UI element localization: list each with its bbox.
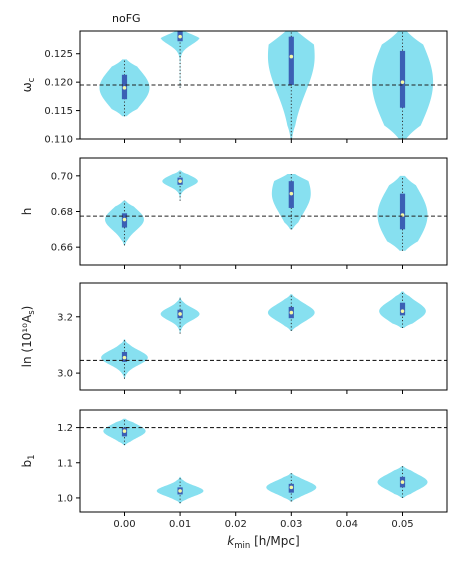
ytick-label-ln_10_10_As-0: 3.0	[57, 369, 73, 380]
median-b1-0	[122, 429, 127, 433]
xtick-label-3: 0.03	[280, 519, 302, 530]
median-omega_c-2	[289, 54, 294, 59]
ytick-label-ln_10_10_As-1: 3.2	[57, 312, 73, 323]
figure-title: noFG	[112, 12, 141, 25]
ylabel-end-ln_10_10_As: )	[20, 306, 34, 311]
ytick-label-omega_c-3: 0.125	[44, 49, 73, 60]
ylabel-sub-b1: 1	[27, 454, 37, 459]
ytick-label-h-2: 0.70	[51, 171, 73, 182]
ylabel-ln_10_10_As: ln (10¹⁰As)	[20, 306, 37, 368]
median-ln_10_10_As-0	[122, 355, 127, 360]
panels: 0.1100.1150.1200.125ωc0.660.680.70h3.03.…	[20, 30, 448, 530]
plot-area-h	[80, 170, 447, 251]
ytick-label-h-0: 0.66	[51, 243, 73, 254]
median-omega_c-1	[178, 34, 182, 39]
xtick-label-1: 0.01	[169, 519, 191, 530]
ytick-label-b1-2: 1.2	[57, 423, 73, 434]
xtick-label-2: 0.02	[225, 519, 247, 530]
ytick-label-h-1: 0.68	[51, 207, 73, 218]
median-b1-1	[178, 489, 182, 493]
median-omega_c-0	[122, 86, 127, 90]
box-ln_10_10_As-3	[399, 302, 406, 316]
plot-area-omega_c	[80, 31, 447, 139]
median-b1-2	[289, 485, 294, 490]
ylabel-sub-omega_c: c	[27, 77, 37, 82]
ytick-label-omega_c-1: 0.115	[44, 106, 73, 117]
ytick-label-omega_c-0: 0.110	[44, 135, 73, 146]
median-omega_c-3	[400, 80, 405, 84]
xlabel-suffix: [h/Mpc]	[250, 534, 299, 548]
x-axis-label-group: kmin [h/Mpc]	[227, 534, 299, 551]
median-h-2	[289, 191, 294, 196]
frame-ln_10_10_As	[79, 282, 448, 391]
median-ln_10_10_As-2	[289, 310, 294, 315]
ytick-label-omega_c-2: 0.120	[44, 78, 73, 89]
panel-ln_10_10_As: 3.0 3.2 ln (10¹⁰As)	[20, 282, 448, 394]
median-h-0	[122, 217, 127, 222]
median-h-1	[178, 179, 182, 183]
ylabel-main-ln_10_10_As: ln (10¹⁰A	[20, 314, 34, 367]
box-h-3	[399, 193, 406, 230]
panel-b1: 1.0 1.1 1.2 0.00 0.01 0.02 0.03 0.04 0.05 b1	[20, 409, 448, 530]
ylabel-omega_c: ωc	[20, 77, 37, 92]
xtick-label-4: 0.04	[336, 519, 358, 530]
ylabel-main-h: h	[20, 208, 34, 216]
ytick-label-b1-1: 1.1	[57, 458, 73, 469]
ylabel-main-b1: b	[20, 460, 34, 468]
box-omega_c-3	[399, 50, 406, 108]
violin-omega_c-1	[160, 31, 200, 88]
ylabel-h: h	[20, 208, 34, 216]
violin-h-1	[162, 170, 198, 201]
frame-omega_c	[79, 30, 448, 140]
ylabel-b1: b1	[20, 454, 37, 467]
panel-omega_c: 0.110 0.115 0.120 0.125 ωc	[20, 30, 448, 146]
plot-area-b1	[80, 418, 447, 504]
plot-area-ln_10_10_As	[80, 291, 447, 379]
xlabel-sub: min	[234, 541, 250, 551]
ylabel-main-omega_c: ω	[20, 82, 34, 92]
box-omega_c-2	[288, 36, 294, 85]
median-b1-3	[400, 480, 405, 484]
median-ln_10_10_As-3	[400, 309, 405, 313]
xlabel: kmin [h/Mpc]	[227, 534, 299, 551]
frame-b1	[79, 409, 448, 513]
xtick-label-5: 0.05	[391, 519, 413, 530]
median-ln_10_10_As-1	[178, 312, 182, 316]
panel-h: 0.66 0.68 0.70 h	[20, 157, 448, 269]
ylabel-sub-ln_10_10_As: s	[27, 310, 37, 315]
xlabel-main: k	[227, 534, 235, 548]
ytick-label-b1-0: 1.0	[57, 493, 73, 504]
xtick-label-0: 0.00	[113, 519, 135, 530]
